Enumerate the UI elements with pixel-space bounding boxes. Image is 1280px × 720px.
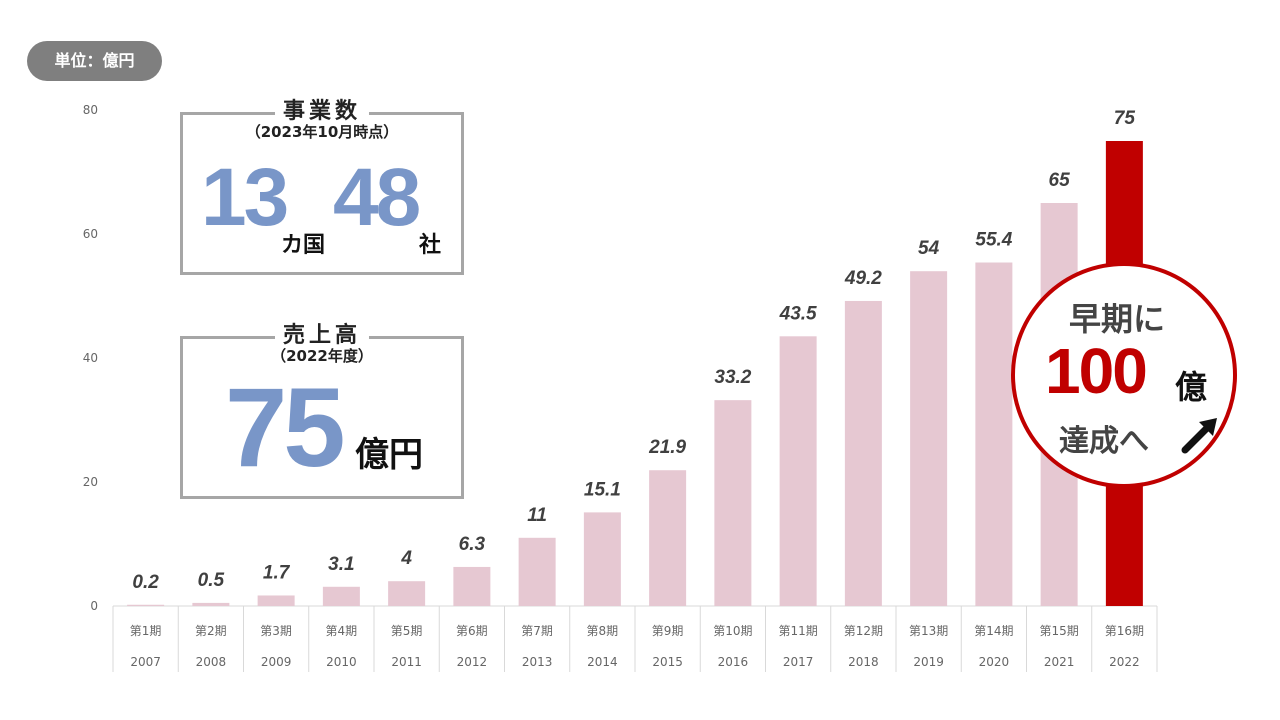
bar	[257, 595, 295, 606]
year-label: 2016	[718, 655, 749, 669]
countries-unit: カ国	[281, 233, 326, 258]
data-label: 0.2	[132, 572, 159, 593]
x-tick-label: 第1期	[130, 624, 162, 638]
callout-number: 100	[1045, 335, 1148, 407]
business-count-box: 事業数 （2023年10月時点） 13 カ国 48 社	[180, 93, 464, 275]
x-tick-label: 第10期	[713, 624, 752, 638]
data-label: 3.1	[328, 554, 354, 575]
x-tick-label: 第14期	[974, 624, 1013, 638]
year-label: 2009	[261, 655, 292, 669]
bar	[649, 470, 687, 606]
x-tick-label: 第4期	[326, 624, 358, 638]
bar	[453, 566, 491, 606]
bar	[779, 336, 817, 606]
bar	[192, 602, 230, 606]
callout-line1: 早期に	[1069, 300, 1166, 338]
year-label: 2014	[587, 655, 618, 669]
data-label: 43.5	[779, 303, 817, 324]
bar	[518, 537, 556, 606]
sales-value: 75	[225, 365, 346, 490]
x-tick-label: 第9期	[652, 624, 684, 638]
category-table: 第1期 2007 第2期 2008 第3期 2009 第4期 2010 第5期 2011 第6期 20…	[112, 605, 1158, 672]
year-label: 2017	[783, 655, 814, 669]
year-label: 2018	[848, 655, 879, 669]
year-label: 2015	[652, 655, 683, 669]
x-tick-label: 第11期	[778, 624, 817, 638]
sales-title: 売上高	[274, 317, 370, 349]
y-tick-label: 40	[83, 351, 98, 365]
x-tick-label: 第3期	[260, 624, 292, 638]
bar	[322, 586, 360, 606]
data-label: 54	[918, 238, 940, 259]
bar	[388, 581, 426, 606]
sales-box: 売上高 （2022年度） 75 億円	[180, 317, 464, 499]
y-tick-label: 20	[83, 475, 98, 489]
year-label: 2020	[979, 655, 1010, 669]
x-tick-label: 第12期	[844, 624, 883, 638]
bar	[714, 400, 752, 606]
year-label: 2012	[457, 655, 488, 669]
data-label: 65	[1049, 170, 1071, 191]
data-label: 75	[1114, 108, 1136, 129]
year-label: 2013	[522, 655, 553, 669]
companies-unit: 社	[419, 233, 442, 258]
data-label: 15.1	[584, 479, 621, 500]
sales-subtitle: （2022年度）	[271, 347, 373, 365]
year-label: 2008	[196, 655, 227, 669]
x-tick-label: 第2期	[195, 624, 227, 638]
x-tick-label: 第15期	[1039, 624, 1078, 638]
year-label: 2021	[1044, 655, 1075, 669]
y-tick-label: 60	[83, 227, 98, 241]
data-label: 1.7	[263, 562, 291, 583]
data-label: 21.9	[648, 437, 686, 458]
data-label: 0.5	[198, 570, 225, 591]
x-tick-label: 第5期	[391, 624, 423, 638]
target-callout: 早期に 100 億 達成へ	[1011, 262, 1237, 488]
x-tick-label: 第13期	[909, 624, 948, 638]
data-label: 6.3	[459, 534, 486, 555]
x-tick-label: 第8期	[587, 624, 619, 638]
data-label: 33.2	[714, 367, 751, 388]
bar	[910, 271, 948, 606]
bar	[583, 512, 621, 606]
business-count-title: 事業数	[274, 93, 370, 125]
data-label: 49.2	[844, 268, 882, 289]
companies-value: 48	[333, 152, 421, 243]
data-label: 4	[400, 548, 412, 569]
year-label: 2011	[391, 655, 422, 669]
callout-line3: 達成へ	[1059, 424, 1149, 459]
y-tick-label: 0	[90, 599, 98, 613]
x-tick-label: 第7期	[521, 624, 553, 638]
unit-badge: 単位：億円	[27, 41, 162, 81]
business-count-subtitle: （2023年10月時点）	[245, 123, 399, 141]
arrow-up-right-icon	[1181, 418, 1217, 454]
y-axis: 0 20 40 60 80	[83, 103, 98, 613]
x-tick-label: 第6期	[456, 624, 488, 638]
year-label: 2022	[1109, 655, 1140, 669]
year-label: 2007	[130, 655, 161, 669]
year-label: 2019	[913, 655, 944, 669]
bar	[975, 262, 1013, 606]
callout-unit: 億	[1175, 368, 1208, 406]
value-labels: 0.2 0.5 1.7 3.1 4 6.3 11 15.1 21.9 33.2 43.5 49.2 54…	[132, 108, 1135, 593]
data-label: 11	[527, 505, 547, 526]
bar	[844, 300, 882, 606]
data-label: 55.4	[975, 230, 1012, 251]
bar	[127, 604, 165, 606]
y-tick-label: 80	[83, 103, 98, 117]
sales-unit: 億円	[355, 435, 423, 475]
year-label: 2010	[326, 655, 357, 669]
countries-value: 13	[201, 152, 289, 243]
x-tick-label: 第16期	[1105, 624, 1144, 638]
